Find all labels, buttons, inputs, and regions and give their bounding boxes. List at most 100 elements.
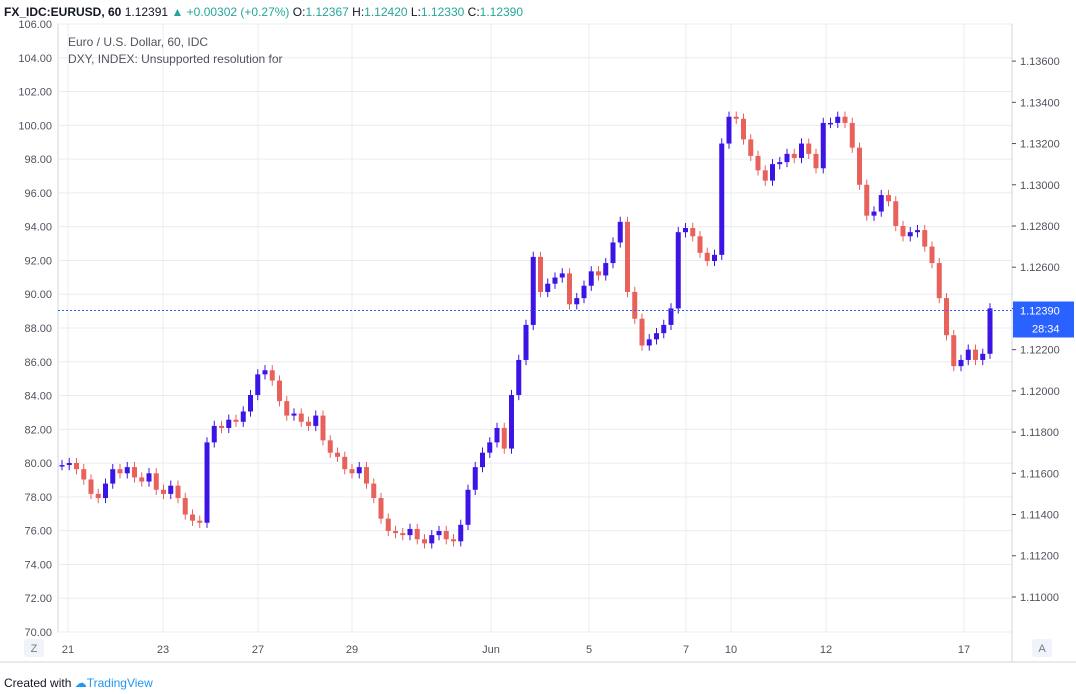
candle-body — [371, 483, 377, 499]
candle-body — [291, 413, 297, 416]
candle-body — [436, 531, 442, 536]
candle-body — [451, 539, 456, 542]
price-change: +0.00302 (+0.27%) — [186, 5, 290, 19]
left-tick-label: 90.00 — [24, 289, 52, 301]
candle-body — [748, 139, 754, 156]
x-tick-label: 12 — [820, 644, 832, 656]
candle-body — [726, 116, 732, 144]
candle-body — [530, 256, 536, 325]
tradingview-brand[interactable]: TradingView — [86, 676, 153, 690]
candle-body — [284, 401, 290, 416]
x-tick-label: 17 — [958, 644, 970, 656]
left-tick-label: 94.00 — [24, 222, 52, 234]
high-value: 1.12420 — [364, 5, 408, 19]
candle-body — [857, 147, 862, 185]
left-tick-label: 84.00 — [24, 391, 52, 403]
candle-body — [704, 252, 710, 262]
right-tick-label: 1.11400 — [1020, 510, 1059, 522]
candle-body — [175, 485, 181, 499]
symbol-label[interactable]: FX_IDC:EURUSD, 60 — [4, 5, 122, 19]
zoom-z-label: Z — [31, 643, 38, 655]
candle-body — [494, 427, 500, 443]
right-tick-label: 1.13400 — [1020, 97, 1060, 109]
candle-body — [277, 380, 282, 402]
symbol-header: FX_IDC:EURUSD, 60 1.12391 ▲ +0.00302 (+0… — [4, 2, 523, 22]
left-tick-label: 80.00 — [24, 458, 52, 470]
right-tick-label: 1.11200 — [1020, 551, 1059, 563]
candle-body — [820, 122, 826, 169]
candle-body — [219, 425, 224, 428]
right-tick-label: 1.11000 — [1020, 592, 1059, 604]
candle-body — [733, 116, 739, 119]
candle-body — [654, 333, 659, 340]
candle-body — [313, 415, 319, 426]
candle-body — [88, 479, 94, 494]
candle-body — [204, 442, 210, 523]
left-tick-label: 92.00 — [24, 255, 52, 267]
candle-body — [523, 324, 529, 360]
candle-body — [893, 201, 899, 226]
candle-body — [907, 232, 913, 237]
right-tick-label: 1.12200 — [1020, 345, 1060, 357]
candle-body — [886, 195, 891, 202]
candle-body — [110, 469, 116, 484]
candle-body — [161, 489, 166, 494]
candle-body — [936, 263, 942, 299]
candle-body — [407, 528, 413, 536]
candle-body — [581, 285, 587, 299]
candle-body — [385, 518, 391, 532]
candle-body — [661, 324, 667, 334]
candle-body — [965, 349, 971, 360]
current-price-badge — [1013, 301, 1074, 320]
candle-body — [741, 118, 746, 140]
tradingview-logo-icon[interactable]: ☁ — [74, 676, 87, 690]
candle-body — [552, 277, 558, 284]
left-tick-label: 100.00 — [18, 120, 52, 132]
x-tick-label: 5 — [586, 644, 592, 656]
auto-scale-button[interactable] — [1032, 639, 1052, 657]
candle-body — [168, 485, 174, 494]
open-value: 1.12367 — [305, 5, 349, 19]
candle-body — [327, 440, 333, 453]
candle-body — [465, 489, 471, 525]
candle-body — [639, 318, 645, 346]
candle-body — [567, 273, 572, 305]
current-price-label: 1.12390 — [1020, 305, 1060, 317]
candle-body — [81, 469, 87, 480]
candle-body — [248, 394, 253, 412]
candle-body — [588, 271, 594, 286]
candle-body — [777, 162, 783, 165]
left-tick-label: 96.00 — [24, 188, 52, 200]
candle-body — [922, 230, 928, 247]
zoom-z-button[interactable] — [24, 639, 44, 657]
candle-body — [320, 415, 326, 441]
candle-body — [509, 394, 514, 449]
x-tick-label: 21 — [62, 644, 74, 656]
candle-body — [617, 221, 623, 243]
left-tick-label: 86.00 — [24, 357, 52, 369]
footer: Created with ☁TradingView — [4, 674, 153, 692]
candle-body — [59, 465, 65, 467]
candle-body — [233, 419, 239, 422]
countdown-label: 28:34 — [1032, 323, 1060, 335]
auto-scale-label: A — [1038, 643, 1046, 655]
candle-body — [153, 473, 159, 490]
candle-body — [139, 477, 145, 482]
x-tick-label: 29 — [346, 644, 358, 656]
candle-body — [603, 263, 609, 276]
candle-body — [559, 273, 565, 278]
left-tick-label: 74.00 — [24, 559, 52, 571]
candle-body — [646, 339, 652, 346]
candle-body — [443, 531, 449, 540]
candle-body — [828, 122, 833, 125]
candle-body — [958, 359, 964, 367]
candle-body — [944, 298, 949, 336]
candle-body — [900, 225, 906, 237]
left-tick-label: 82.00 — [24, 424, 52, 436]
candle-body — [951, 335, 957, 367]
left-tick-label: 102.00 — [18, 87, 52, 99]
candle-body — [973, 349, 978, 360]
candle-body — [378, 498, 384, 519]
